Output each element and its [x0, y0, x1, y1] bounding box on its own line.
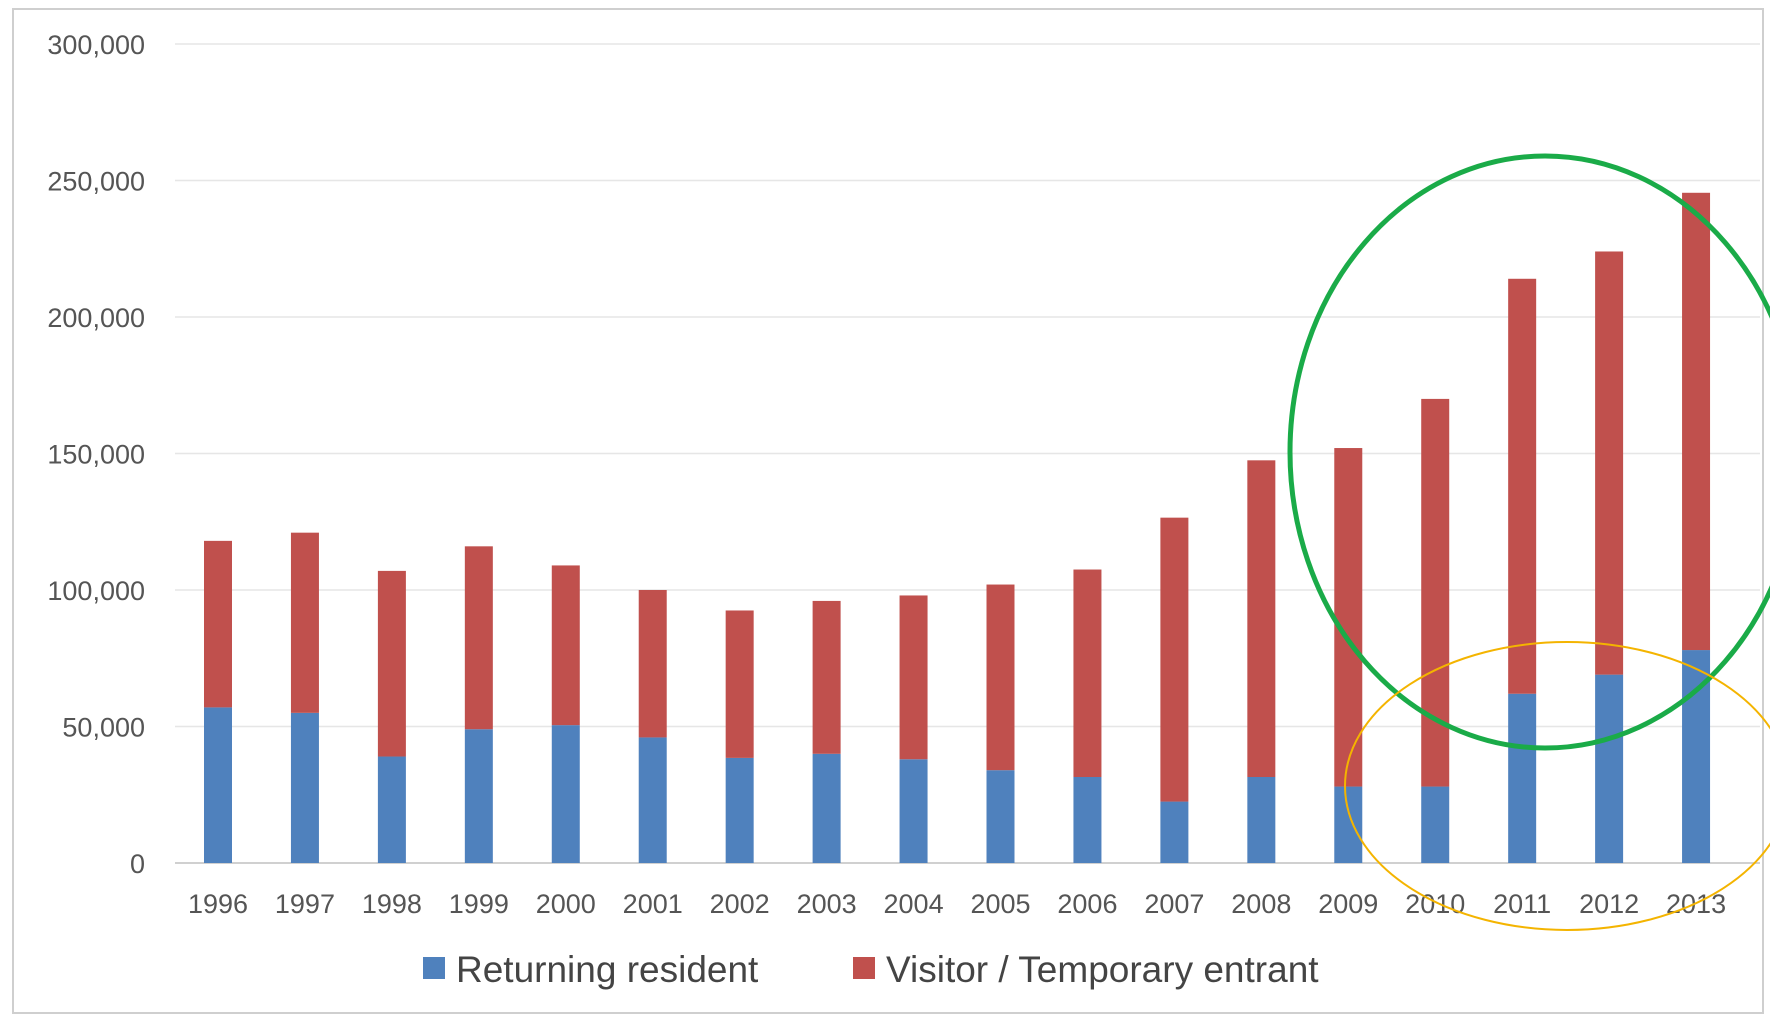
y-tick-label-1: 50,000: [62, 713, 145, 743]
legend-swatch-returning-resident: [423, 957, 445, 979]
x-tick-label-2003: 2003: [797, 889, 857, 919]
x-tick-label-2011: 2011: [1493, 889, 1551, 919]
gridlines: [175, 43, 1760, 864]
x-tick-label-1996: 1996: [188, 889, 248, 919]
x-tick-label-2000: 2000: [536, 889, 596, 919]
bar-visitor-temporary-entrant-2009: [1334, 448, 1363, 787]
bar-returning-resident-2008: [1247, 777, 1276, 863]
legend-label-returning-resident: Returning resident: [456, 949, 759, 990]
bar-returning-resident-1998: [377, 756, 406, 863]
x-tick-label-2010: 2010: [1405, 889, 1465, 919]
annotation-ellipse-green: [1287, 153, 1770, 751]
bar-returning-resident-2005: [986, 770, 1015, 863]
bar-returning-resident-2002: [725, 757, 754, 863]
x-tick-label-2006: 2006: [1057, 889, 1117, 919]
y-tick-label-0: 0: [130, 849, 145, 879]
y-tick-label-2: 100,000: [47, 576, 145, 606]
x-tick-label-2004: 2004: [884, 889, 944, 919]
bar-returning-resident-2010: [1421, 786, 1450, 863]
bar-visitor-temporary-entrant-1996: [204, 540, 232, 708]
bar-visitor-temporary-entrant-2004: [899, 595, 928, 760]
bar-returning-resident-1997: [290, 712, 319, 863]
bar-returning-resident-1996: [204, 707, 232, 863]
bar-visitor-temporary-entrant-2003: [812, 600, 841, 754]
y-tick-label-4: 200,000: [47, 303, 145, 333]
bar-visitor-temporary-entrant-2010: [1421, 398, 1450, 787]
x-tick-label-2012: 2012: [1579, 889, 1639, 919]
bars: [204, 192, 1711, 863]
bar-visitor-temporary-entrant-2011: [1508, 278, 1537, 694]
bar-returning-resident-2009: [1334, 786, 1363, 863]
x-tick-label-1998: 1998: [362, 889, 422, 919]
x-tick-label-2002: 2002: [710, 889, 770, 919]
bar-visitor-temporary-entrant-1997: [290, 532, 319, 713]
y-tick-label-5: 250,000: [47, 167, 145, 197]
annotations: [1287, 153, 1770, 931]
x-tick-label-2009: 2009: [1318, 889, 1378, 919]
bar-visitor-temporary-entrant-2012: [1595, 251, 1624, 675]
y-tick-label-6: 300,000: [47, 30, 145, 60]
bar-visitor-temporary-entrant-2006: [1073, 569, 1102, 778]
bar-visitor-temporary-entrant-2008: [1247, 460, 1276, 778]
x-axis-tick-labels: 1996 1997 1998 1999 2000 2001 2002 2003 2004 2005…: [188, 889, 1726, 919]
legend: Returning resident Visitor / Temporary en…: [423, 949, 1319, 990]
bar-visitor-temporary-entrant-1999: [464, 546, 493, 730]
legend-swatch-visitor-temporary-entrant: [853, 957, 875, 979]
bar-returning-resident-1999: [464, 729, 493, 863]
y-axis-tick-labels: 0 50,000 100,000 150,000 200,000 250,000 300,0…: [47, 30, 145, 879]
x-tick-label-2001: 2001: [623, 889, 683, 919]
bar-visitor-temporary-entrant-2002: [725, 610, 754, 758]
x-tick-label-2008: 2008: [1231, 889, 1291, 919]
bar-visitor-temporary-entrant-2005: [986, 584, 1015, 771]
bar-returning-resident-2001: [638, 737, 667, 863]
x-tick-label-1997: 1997: [275, 889, 335, 919]
bar-returning-resident-2000: [551, 725, 580, 863]
bar-returning-resident-2004: [899, 759, 928, 863]
bar-visitor-temporary-entrant-2013: [1682, 192, 1711, 651]
bar-visitor-temporary-entrant-1998: [377, 570, 406, 757]
annotation-ellipse-yellow: [1344, 641, 1770, 931]
bar-returning-resident-2003: [812, 753, 841, 863]
bar-returning-resident-2006: [1073, 777, 1102, 863]
bar-returning-resident-2011: [1508, 693, 1537, 863]
x-tick-label-1999: 1999: [449, 889, 509, 919]
bar-visitor-temporary-entrant-2001: [638, 590, 667, 738]
x-tick-label-2005: 2005: [970, 889, 1030, 919]
legend-label-visitor-temporary-entrant: Visitor / Temporary entrant: [886, 949, 1319, 990]
x-tick-label-2007: 2007: [1144, 889, 1204, 919]
bar-visitor-temporary-entrant-2000: [551, 565, 580, 726]
bar-returning-resident-2012: [1595, 674, 1624, 863]
y-tick-label-3: 150,000: [47, 440, 145, 470]
bar-returning-resident-2007: [1160, 801, 1189, 863]
bar-visitor-temporary-entrant-2007: [1160, 517, 1189, 802]
